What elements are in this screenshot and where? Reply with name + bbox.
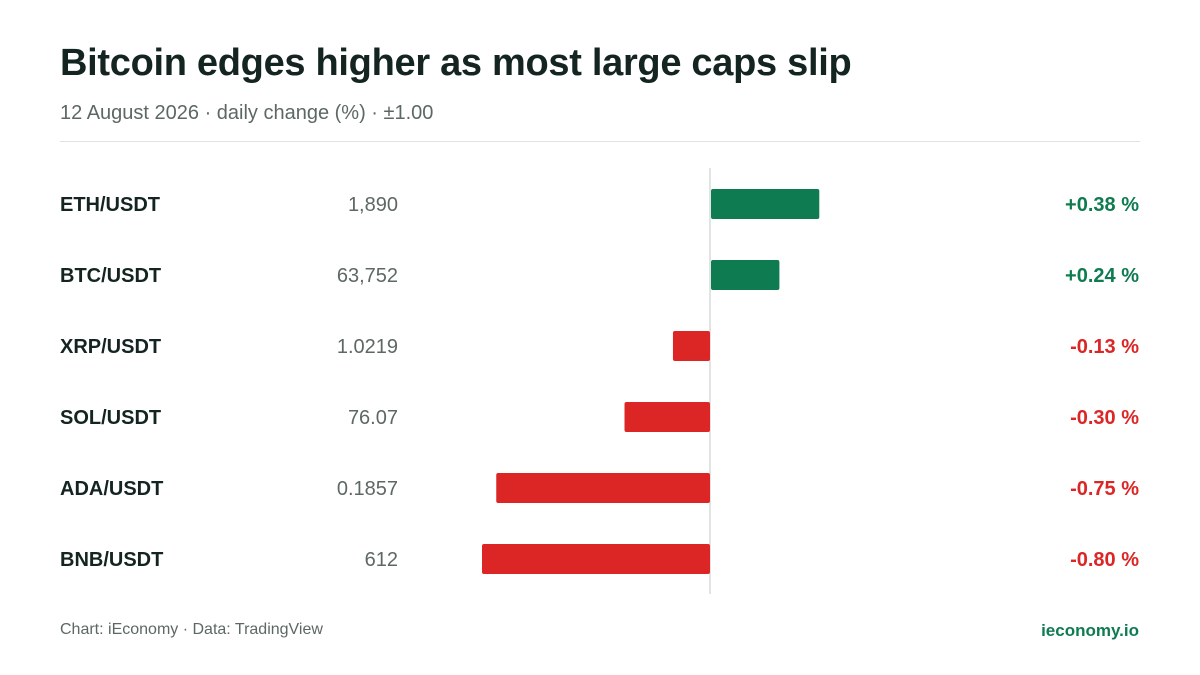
pair-label: BTC/USDT	[60, 265, 161, 287]
chart-title: Bitcoin edges higher as most large caps …	[60, 42, 852, 84]
change-bar	[711, 189, 820, 219]
price-label: 612	[365, 549, 398, 571]
price-label: 63,752	[337, 265, 398, 287]
pair-label: XRP/USDT	[60, 336, 161, 358]
change-bar	[624, 402, 710, 432]
pair-label: ADA/USDT	[60, 478, 163, 500]
price-label: 1,890	[348, 194, 398, 216]
header-divider	[60, 141, 1140, 142]
chart-subtitle: 12 August 2026 · daily change (%) · ±1.0…	[60, 102, 434, 124]
change-bar	[482, 544, 710, 574]
price-label: 76.07	[348, 407, 398, 429]
change-value-label: -0.75 %	[1070, 478, 1139, 500]
change-value-label: -0.13 %	[1070, 336, 1139, 358]
change-value-label: -0.80 %	[1070, 549, 1139, 571]
price-label: 0.1857	[337, 478, 398, 500]
change-bar	[496, 473, 710, 503]
price-label: 1.0219	[337, 336, 398, 358]
change-bar	[711, 260, 780, 290]
change-bar	[672, 331, 710, 361]
source-credit: Chart: iEconomy · Data: TradingView	[60, 621, 323, 638]
pair-label: SOL/USDT	[60, 407, 161, 429]
change-value-label: +0.38 %	[1065, 194, 1139, 216]
pair-label: BNB/USDT	[60, 549, 163, 571]
change-value-label: +0.24 %	[1065, 265, 1139, 287]
pair-label: ETH/USDT	[60, 194, 160, 216]
change-value-label: -0.30 %	[1070, 407, 1139, 429]
brand-link[interactable]: ieconomy.io	[1041, 621, 1139, 640]
